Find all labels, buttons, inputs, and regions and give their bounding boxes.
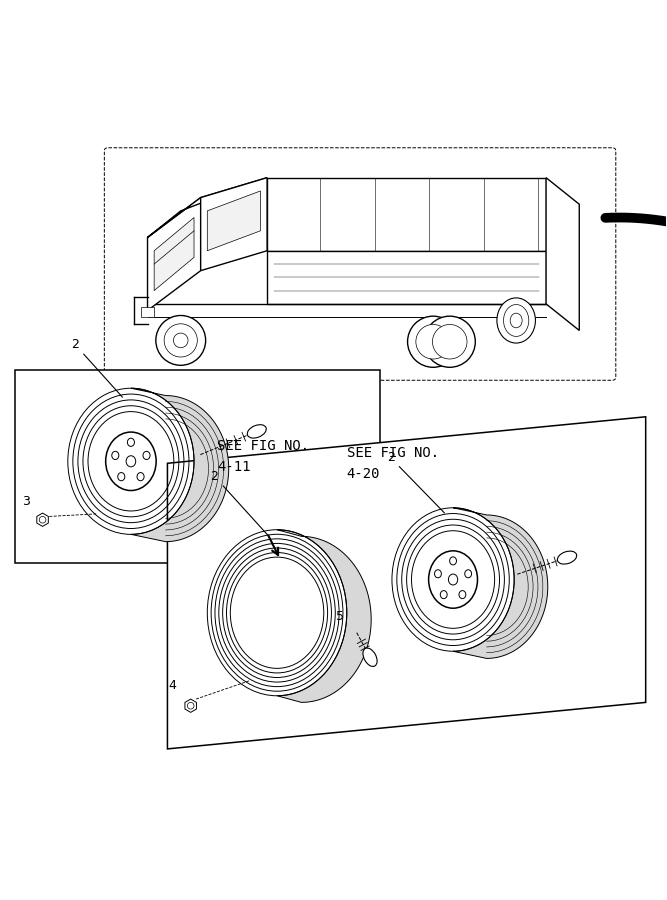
Text: 3: 3 xyxy=(22,495,30,508)
Polygon shape xyxy=(267,251,546,304)
Ellipse shape xyxy=(465,570,472,578)
Polygon shape xyxy=(267,177,546,251)
Ellipse shape xyxy=(504,304,529,337)
Ellipse shape xyxy=(112,451,119,460)
Text: SEE FIG NO.
4-20: SEE FIG NO. 4-20 xyxy=(347,446,439,481)
Polygon shape xyxy=(207,191,260,251)
Ellipse shape xyxy=(510,313,522,328)
Polygon shape xyxy=(131,388,229,542)
Ellipse shape xyxy=(558,551,577,564)
Polygon shape xyxy=(546,177,579,330)
Polygon shape xyxy=(277,530,371,702)
Ellipse shape xyxy=(126,455,135,467)
Ellipse shape xyxy=(459,590,466,598)
Bar xyxy=(15,370,380,562)
Polygon shape xyxy=(167,417,646,749)
Ellipse shape xyxy=(440,590,447,598)
Ellipse shape xyxy=(450,557,456,565)
Ellipse shape xyxy=(429,551,478,608)
Ellipse shape xyxy=(448,574,458,585)
Ellipse shape xyxy=(424,316,476,367)
Ellipse shape xyxy=(118,472,125,481)
Ellipse shape xyxy=(497,298,536,343)
Ellipse shape xyxy=(164,324,197,357)
Polygon shape xyxy=(154,218,194,291)
Polygon shape xyxy=(453,508,548,659)
Polygon shape xyxy=(147,198,201,310)
Ellipse shape xyxy=(363,648,377,667)
Text: 2: 2 xyxy=(387,451,444,513)
Circle shape xyxy=(39,517,46,523)
Text: 2: 2 xyxy=(71,338,123,397)
Ellipse shape xyxy=(432,325,467,359)
Polygon shape xyxy=(201,177,267,271)
Ellipse shape xyxy=(105,432,156,491)
Ellipse shape xyxy=(143,451,150,460)
Text: 4: 4 xyxy=(168,680,176,692)
Text: 2: 2 xyxy=(211,470,269,536)
Ellipse shape xyxy=(137,472,144,481)
Ellipse shape xyxy=(434,570,442,578)
Text: SEE FIG NO.
4-11: SEE FIG NO. 4-11 xyxy=(217,439,309,474)
Polygon shape xyxy=(147,177,267,238)
Circle shape xyxy=(187,702,194,709)
Text: 5: 5 xyxy=(336,609,344,623)
Ellipse shape xyxy=(416,325,450,359)
Ellipse shape xyxy=(408,316,459,367)
Ellipse shape xyxy=(127,438,135,446)
Ellipse shape xyxy=(156,316,205,365)
Ellipse shape xyxy=(247,425,266,438)
Bar xyxy=(141,307,154,317)
Ellipse shape xyxy=(173,333,188,347)
